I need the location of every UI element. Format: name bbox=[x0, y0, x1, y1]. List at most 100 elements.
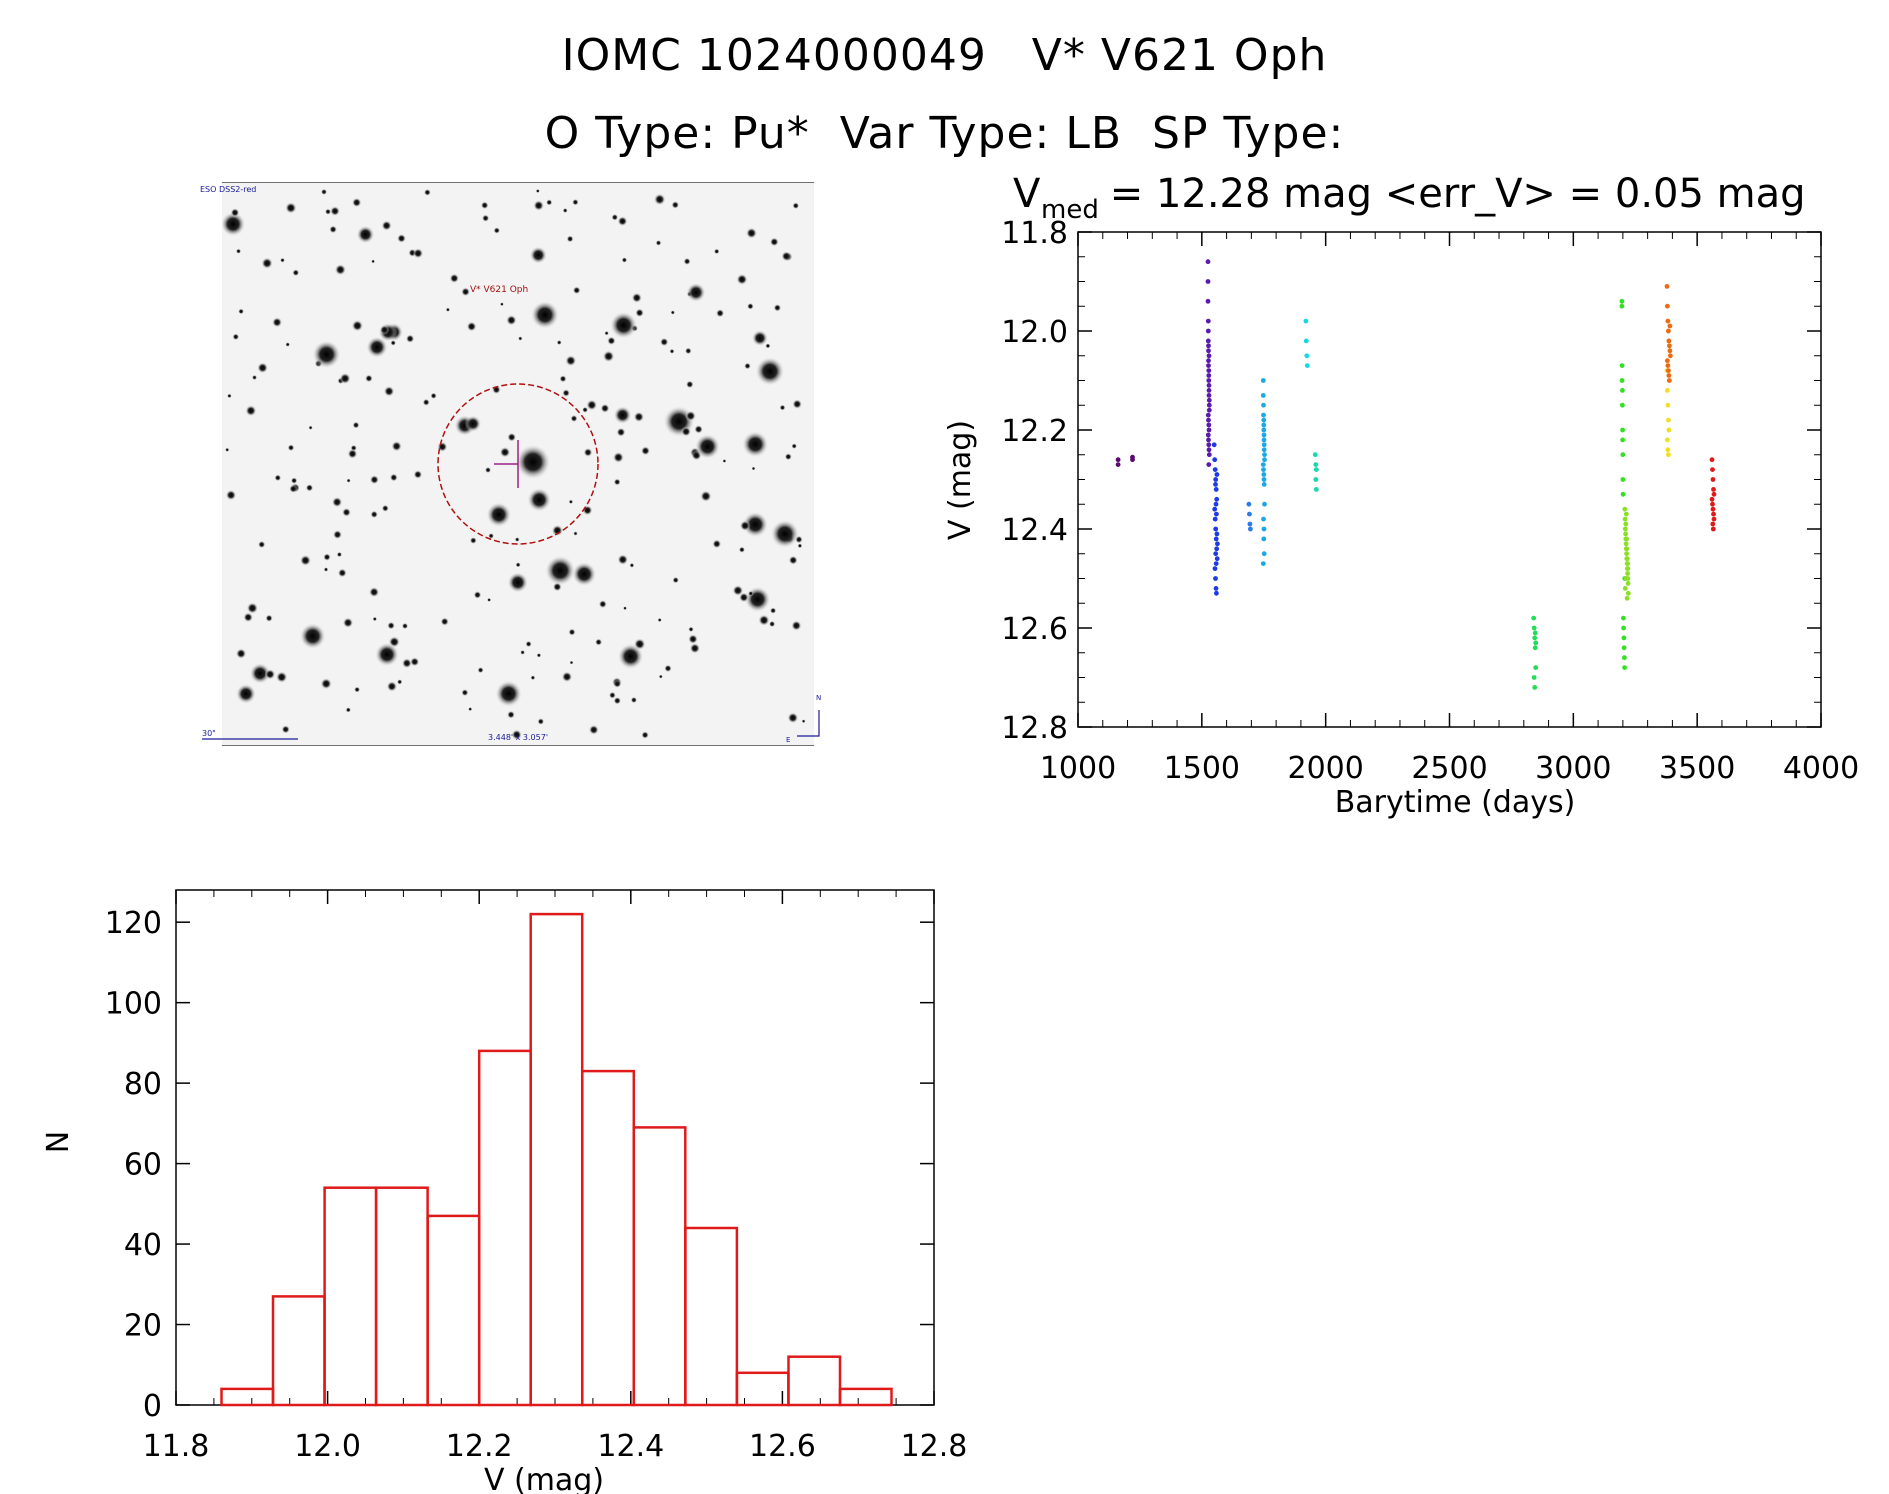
lc-xtick-label: 3500 bbox=[1659, 751, 1735, 786]
star bbox=[572, 286, 581, 295]
lc-data-point bbox=[1665, 437, 1670, 443]
star bbox=[801, 719, 806, 724]
star bbox=[383, 385, 395, 397]
lc-data-point bbox=[1710, 521, 1716, 527]
star bbox=[299, 622, 326, 650]
lc-data-point bbox=[1666, 427, 1672, 433]
star bbox=[600, 403, 610, 413]
lc-data-point bbox=[1215, 541, 1220, 547]
lc-data-point bbox=[1212, 516, 1218, 522]
star bbox=[514, 537, 520, 542]
star bbox=[748, 590, 754, 597]
hist-xtick-label: 11.8 bbox=[143, 1429, 210, 1464]
lc-ytick-label: 11.8 bbox=[1001, 216, 1068, 251]
lc-data-point bbox=[1206, 363, 1211, 368]
lc-data-point bbox=[1666, 338, 1672, 344]
star bbox=[688, 634, 698, 645]
lc-plot-frame bbox=[1077, 231, 1822, 728]
star bbox=[401, 622, 409, 630]
lc-data-point bbox=[1206, 378, 1212, 383]
lc-data-point bbox=[1620, 491, 1626, 497]
lc-data-point bbox=[1248, 526, 1253, 532]
lc-data-point bbox=[1623, 511, 1629, 517]
star bbox=[562, 207, 568, 214]
star bbox=[507, 432, 517, 442]
lc-data-point bbox=[1623, 576, 1629, 581]
lc-data-point bbox=[1711, 491, 1717, 497]
star bbox=[641, 731, 649, 739]
lc-data-point bbox=[1620, 402, 1625, 408]
page-title-line1: IOMC 1024000049 V* V621 Oph bbox=[561, 30, 1328, 81]
lc-title-prefix: V bbox=[1013, 171, 1041, 217]
lc-data-point bbox=[1206, 437, 1211, 443]
star bbox=[537, 718, 545, 725]
lc-data-point bbox=[1623, 546, 1629, 552]
histogram-bar bbox=[632, 1126, 687, 1407]
star bbox=[611, 213, 619, 221]
star bbox=[409, 657, 420, 667]
star bbox=[368, 586, 380, 598]
hist-xlabel: V (mag) bbox=[484, 1463, 604, 1494]
lc-data-point bbox=[1304, 353, 1310, 359]
lc-data-point bbox=[1206, 452, 1212, 458]
north-label: N bbox=[816, 694, 821, 702]
star bbox=[507, 571, 529, 593]
star bbox=[473, 590, 482, 599]
lc-data-point bbox=[1212, 506, 1218, 512]
lc-data-point bbox=[1206, 427, 1212, 433]
lc-data-point bbox=[1313, 487, 1319, 492]
star bbox=[506, 710, 516, 719]
star bbox=[571, 561, 597, 587]
lc-data-point bbox=[1666, 328, 1671, 334]
lc-data-point bbox=[1532, 630, 1538, 636]
star bbox=[227, 393, 232, 399]
lc-data-point bbox=[1115, 462, 1121, 467]
star bbox=[469, 536, 477, 545]
star bbox=[568, 628, 576, 636]
star bbox=[371, 259, 376, 264]
star bbox=[440, 617, 449, 626]
star bbox=[257, 540, 266, 549]
histogram-bar bbox=[220, 1387, 275, 1407]
lc-data-point bbox=[1206, 353, 1212, 359]
histogram-bar bbox=[684, 1226, 739, 1407]
star bbox=[588, 724, 599, 735]
lc-data-point bbox=[1211, 442, 1217, 448]
histogram-bar bbox=[735, 1371, 790, 1407]
lc-ytick-label: 12.0 bbox=[1001, 315, 1068, 350]
lc-data-point bbox=[1303, 318, 1309, 324]
star bbox=[336, 551, 343, 558]
lc-data-point bbox=[1625, 571, 1630, 576]
star bbox=[527, 487, 552, 512]
lc-data-point bbox=[1619, 378, 1625, 383]
lc-data-point bbox=[1668, 353, 1673, 359]
lc-data-point bbox=[1624, 546, 1630, 552]
star bbox=[623, 606, 627, 611]
lc-data-point bbox=[1206, 402, 1212, 408]
star bbox=[604, 330, 609, 336]
lc-data-point bbox=[1212, 457, 1218, 463]
lc-data-point bbox=[1261, 551, 1267, 557]
star bbox=[461, 287, 471, 297]
lc-data-point bbox=[1624, 536, 1629, 542]
target-aperture-circle bbox=[437, 383, 599, 545]
lc-data-point bbox=[1205, 328, 1211, 334]
histogram-bar bbox=[323, 1186, 378, 1407]
lc-data-point bbox=[1619, 363, 1625, 368]
star bbox=[445, 307, 451, 312]
star bbox=[245, 405, 257, 417]
lc-data-point bbox=[1621, 645, 1627, 651]
lc-data-point bbox=[1206, 417, 1211, 423]
star bbox=[265, 614, 273, 622]
star bbox=[533, 200, 545, 211]
star bbox=[602, 350, 615, 363]
lc-data-point bbox=[1115, 457, 1121, 463]
lc-ylabel: V (mag) bbox=[943, 420, 978, 540]
star bbox=[249, 662, 271, 684]
star bbox=[565, 355, 577, 367]
star bbox=[230, 208, 240, 218]
star bbox=[351, 197, 362, 208]
lc-data-point bbox=[1666, 452, 1671, 458]
lc-data-point bbox=[1623, 531, 1628, 537]
lc-data-point bbox=[1533, 640, 1539, 646]
